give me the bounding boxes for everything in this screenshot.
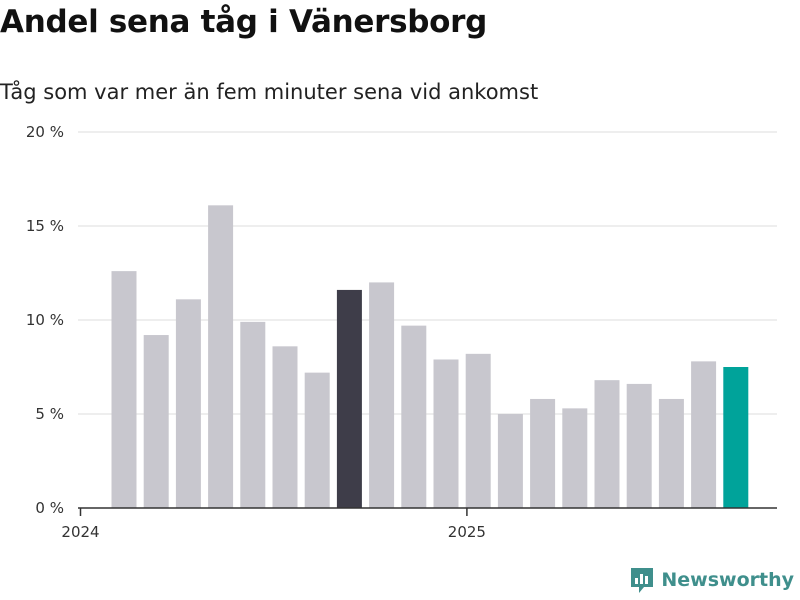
- bar-2025-02: [530, 398, 556, 508]
- bar-2024-01: [111, 271, 137, 508]
- y-tick-label: 15 %: [26, 217, 64, 235]
- chart-title: Andel sena tåg i Vänersborg: [0, 4, 488, 40]
- bar-2024-02: [143, 335, 169, 508]
- bar-2025-04: [594, 380, 620, 508]
- bar-2025-05: [626, 383, 652, 508]
- y-tick-label: 10 %: [26, 311, 64, 329]
- bar-2024-06: [272, 346, 298, 508]
- bar-2025-06: [658, 398, 684, 508]
- bars: [111, 205, 749, 508]
- x-tick-label: 2025: [448, 523, 486, 541]
- bar-2025-08: [723, 367, 749, 508]
- y-tick-label: 20 %: [26, 123, 64, 141]
- x-tick-label: 2024: [61, 523, 99, 541]
- bar-2025-07: [691, 361, 717, 508]
- bar-2024-04: [208, 205, 234, 508]
- axes: 0 % 5 % 10 % 15 % 20 % 2024 2025: [26, 123, 777, 541]
- bar-2024-03: [175, 299, 201, 508]
- brand-name: Newsworthy: [661, 569, 794, 591]
- y-tick-label: 5 %: [35, 405, 64, 423]
- bar-2025-03: [562, 408, 588, 508]
- bar-2024-12: [465, 353, 491, 508]
- y-tick-label: 0 %: [35, 499, 64, 517]
- bar-2024-11: [433, 359, 459, 508]
- bar-2024-08: [336, 289, 362, 508]
- bar-2024-07: [304, 372, 330, 508]
- bar-2024-09: [369, 282, 395, 508]
- brand-logo: Newsworthy: [629, 566, 794, 594]
- bar-2024-05: [240, 321, 266, 508]
- chart-subtitle: Tåg som var mer än fem minuter sena vid …: [0, 80, 539, 104]
- bar-2024-10: [401, 325, 427, 508]
- newsworthy-logo-icon: [631, 568, 654, 593]
- bar-2025-01: [497, 414, 523, 508]
